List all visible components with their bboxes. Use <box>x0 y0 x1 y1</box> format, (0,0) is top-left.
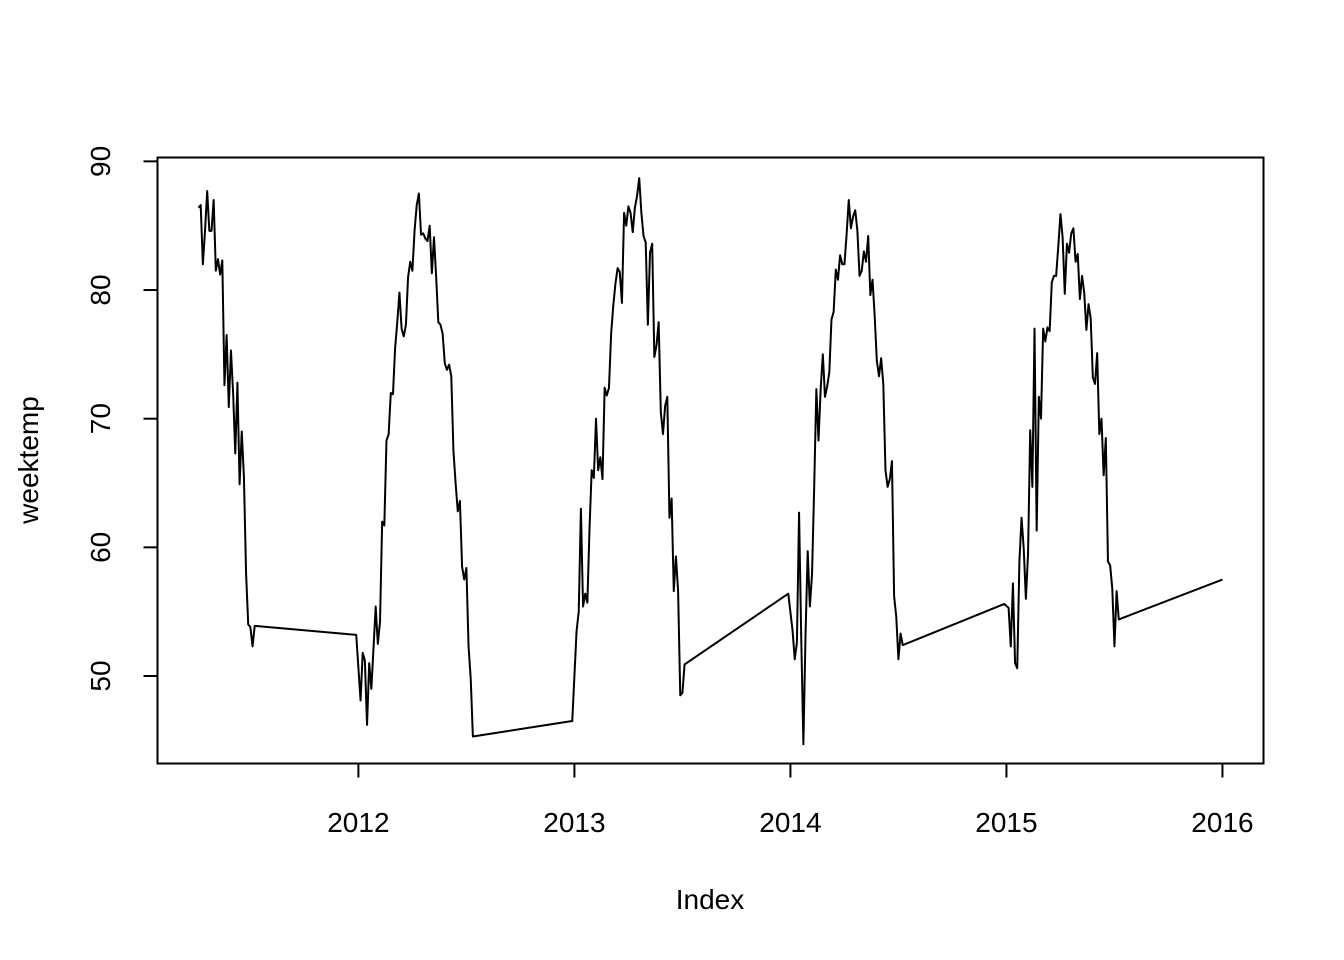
y-tick-label: 90 <box>85 146 116 177</box>
x-axis: 2012 2013 2014 2015 2016 <box>327 762 1254 838</box>
x-tick-label: 2015 <box>975 807 1037 838</box>
plot-frame <box>156 156 1265 765</box>
x-tick-label: 2014 <box>759 807 821 838</box>
x-tick-label: 2016 <box>1191 807 1253 838</box>
x-axis-title: Index <box>676 884 745 915</box>
y-tick-label: 50 <box>85 660 116 691</box>
y-tick-label: 80 <box>85 274 116 305</box>
y-tick-label: 60 <box>85 532 116 563</box>
y-axis-title: weektemp <box>13 396 44 525</box>
x-tick-label: 2012 <box>327 807 389 838</box>
series-line <box>197 177 1223 746</box>
x-tick-label: 2013 <box>543 807 605 838</box>
y-tick-label: 70 <box>85 403 116 434</box>
y-axis: 50 60 70 80 90 <box>85 146 159 692</box>
